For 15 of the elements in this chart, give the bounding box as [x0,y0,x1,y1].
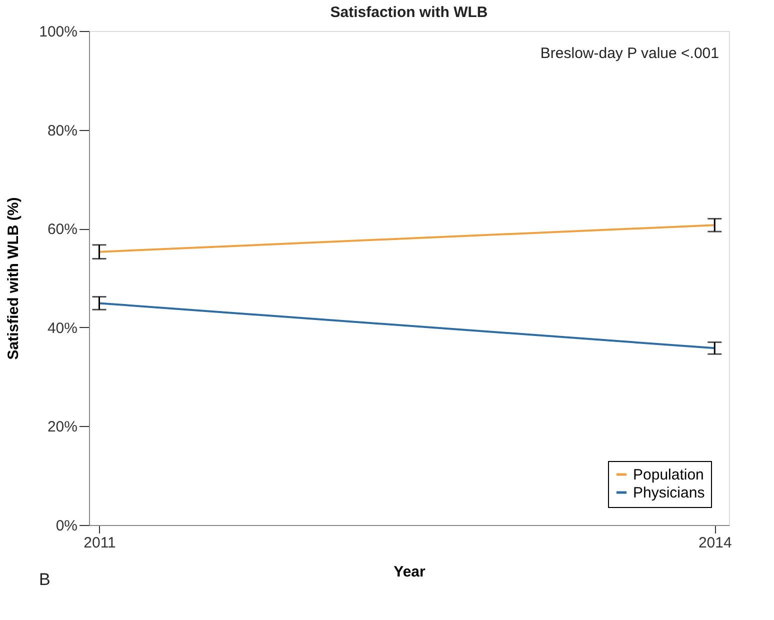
y-axis-title: Satisfied with WLB (%) [5,197,22,360]
chart-title: Satisfaction with WLB [330,4,488,21]
x-tick-label: 2011 [84,534,116,552]
y-tick-label: 80% [47,122,78,140]
text: B [39,570,50,589]
legend-label: Population [633,466,704,484]
annotation: Breslow-day P value <.001 [540,45,719,62]
y-tick-label: 100% [39,24,78,40]
x-axis-title: Year [394,564,426,580]
x-tick-label: 2014 [698,534,732,552]
y-tick-label: 20% [47,418,78,436]
y-tick-label: 0% [56,518,78,534]
y-tick-label: 40% [47,320,78,337]
legend-label: Physicians [633,484,705,502]
y-tick-label: 60% [47,221,78,238]
